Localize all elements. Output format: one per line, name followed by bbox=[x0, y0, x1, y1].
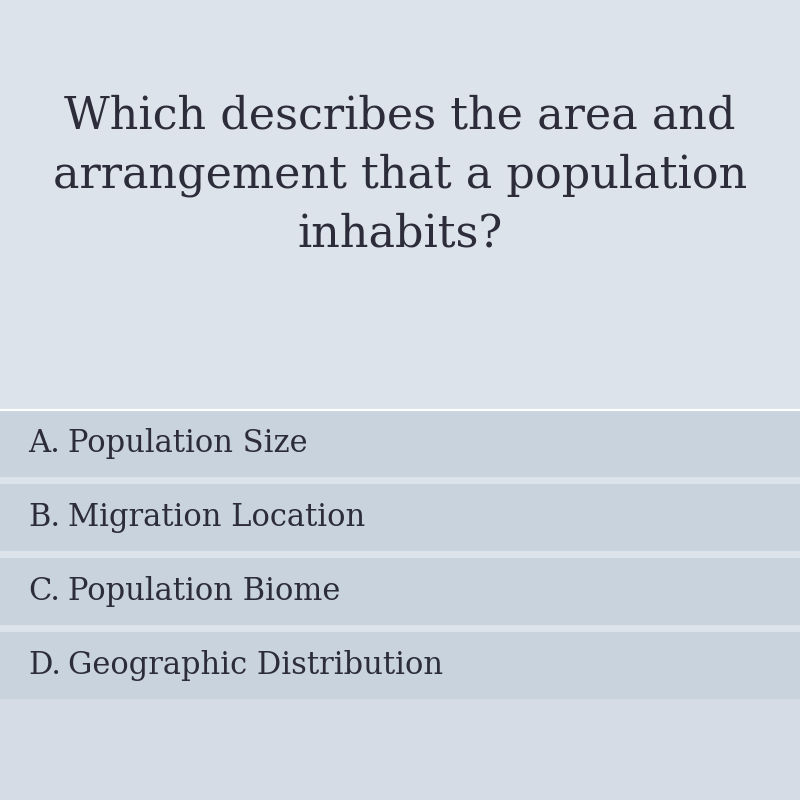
Text: C.: C. bbox=[28, 576, 60, 607]
Bar bbox=[0, 551, 800, 558]
Bar bbox=[0, 0, 800, 410]
Bar bbox=[0, 484, 800, 551]
Text: Geographic Distribution: Geographic Distribution bbox=[68, 650, 443, 681]
Bar bbox=[0, 477, 800, 484]
Text: Which describes the area and
arrangement that a population
inhabits?: Which describes the area and arrangement… bbox=[53, 94, 747, 255]
Bar bbox=[0, 625, 800, 632]
Text: A.: A. bbox=[28, 428, 60, 459]
Text: Migration Location: Migration Location bbox=[68, 502, 366, 533]
Bar bbox=[0, 632, 800, 800]
Text: Population Biome: Population Biome bbox=[68, 576, 340, 607]
Text: Population Size: Population Size bbox=[68, 428, 308, 459]
Text: D.: D. bbox=[28, 650, 61, 681]
Text: B.: B. bbox=[28, 502, 60, 533]
Bar bbox=[0, 558, 800, 625]
Bar bbox=[0, 410, 800, 477]
Bar bbox=[0, 632, 800, 699]
